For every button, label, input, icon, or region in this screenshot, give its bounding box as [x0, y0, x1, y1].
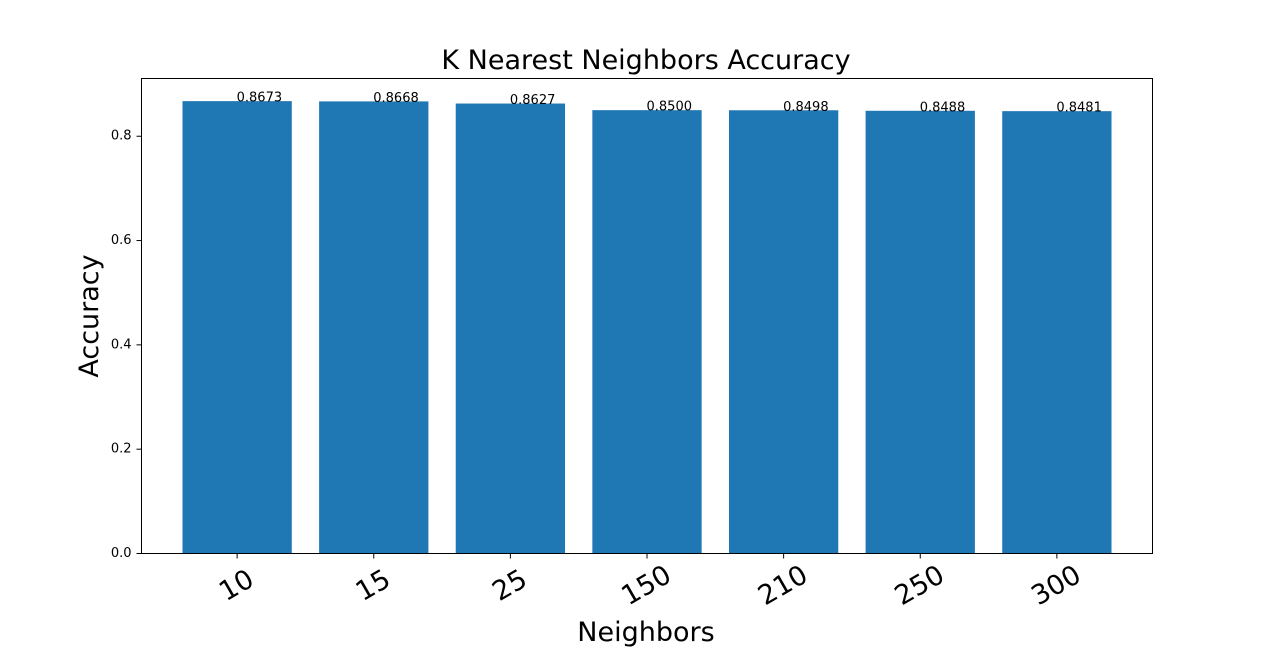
bar-300	[1002, 111, 1112, 554]
plot-area: 0.8673 0.8668 0.8627 0.8500 0.8498 0.8488 0.84…	[111, 78, 1153, 612]
data-label: 0.8668	[373, 91, 419, 106]
x-tick-label: 15	[351, 564, 396, 608]
x-tick-label: 150	[616, 559, 676, 612]
y-tick-label: 0.4	[111, 337, 132, 352]
x-tick-label: 210	[753, 559, 813, 612]
bar-15	[319, 101, 429, 554]
y-axis-label: Accuracy	[74, 254, 105, 377]
data-label: 0.8488	[920, 100, 966, 115]
y-tick-label: 0.6	[111, 233, 132, 248]
x-tick-label: 10	[214, 564, 259, 608]
y-tick-label: 0.0	[111, 546, 132, 561]
y-axis-ticks: 0.0 0.2 0.4 0.6 0.8	[111, 129, 142, 561]
x-tick-label: 250	[890, 559, 950, 612]
x-tick-label: 25	[487, 564, 532, 608]
data-label: 0.8673	[237, 91, 283, 106]
bar-150	[592, 110, 702, 554]
bar-210	[728, 110, 839, 554]
bar-25	[455, 103, 566, 554]
data-label: 0.8498	[783, 100, 829, 115]
x-tick-label: 300	[1026, 559, 1086, 612]
y-tick-label: 0.2	[111, 442, 132, 457]
y-tick-label: 0.8	[111, 129, 132, 144]
bar-250	[865, 110, 975, 554]
data-label: 0.8481	[1056, 101, 1102, 116]
bars	[182, 101, 1112, 554]
x-axis-ticks: 10 15 25 150 210 250 300	[214, 553, 1086, 612]
chart-title: K Nearest Neighbors Accuracy	[441, 45, 850, 76]
data-labels: 0.8673 0.8668 0.8627 0.8500 0.8498 0.8488 0.84…	[237, 91, 1102, 116]
data-label: 0.8627	[510, 93, 556, 108]
data-label: 0.8500	[647, 100, 693, 115]
x-axis-label: Neighbors	[577, 617, 714, 647]
bar-10	[182, 101, 292, 554]
